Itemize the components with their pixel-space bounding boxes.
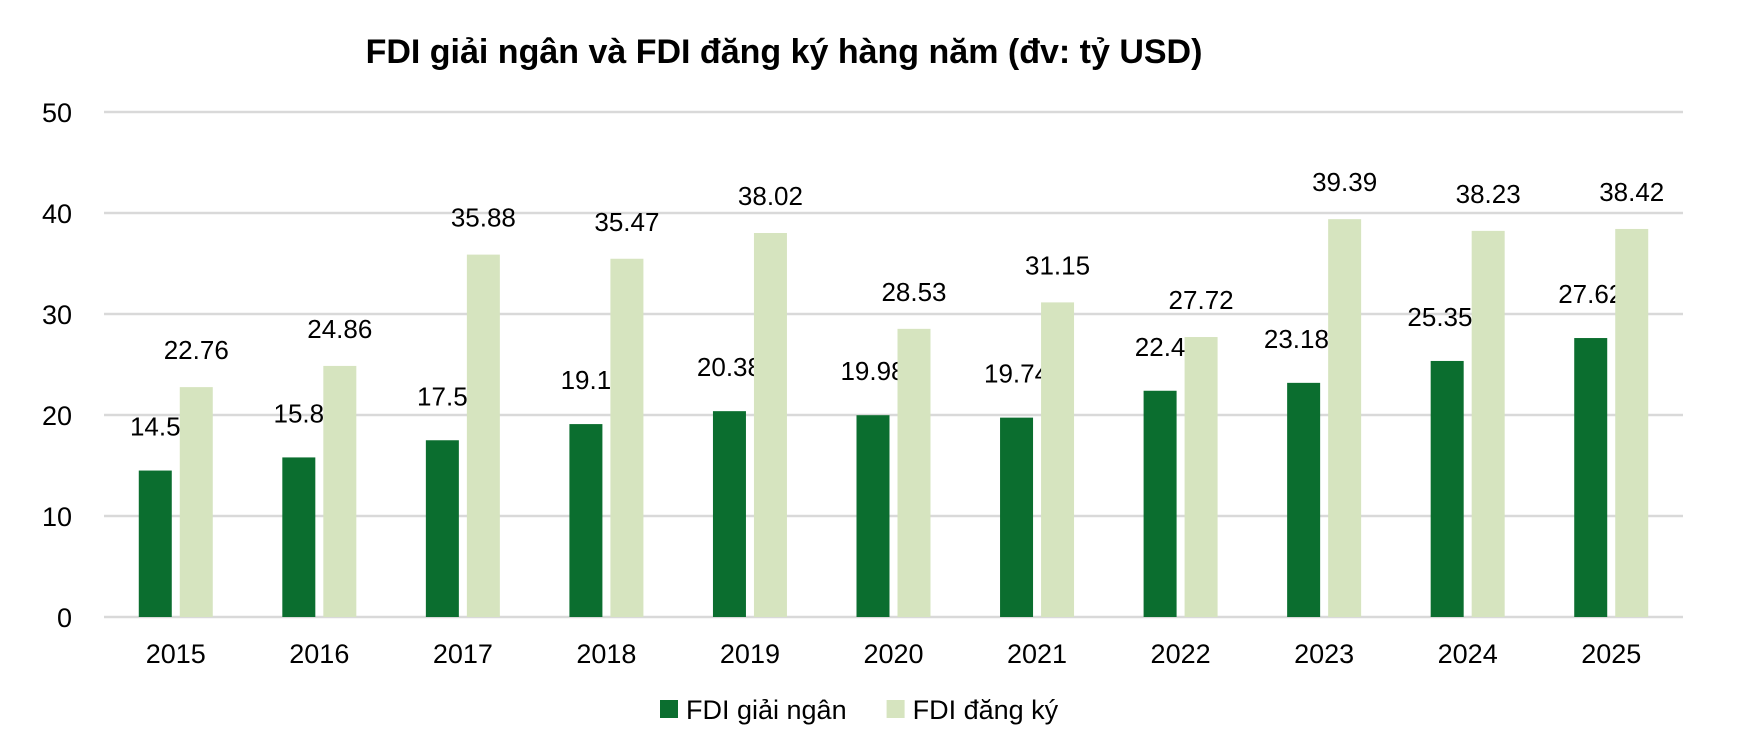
bar-disbursed xyxy=(1574,338,1608,617)
data-label: 27.72 xyxy=(1169,285,1234,315)
data-label: 39.39 xyxy=(1312,167,1377,197)
chart-title: FDI giải ngân và FDI đăng ký hàng năm (đ… xyxy=(366,33,1203,71)
data-label: 38.23 xyxy=(1456,179,1521,209)
y-tick-label: 40 xyxy=(42,199,72,229)
x-tick-label: 2022 xyxy=(1151,639,1211,669)
bar-disbursed xyxy=(1000,417,1034,617)
y-tick-label: 20 xyxy=(42,401,72,431)
data-label: 19.98 xyxy=(840,356,905,386)
data-label: 14.5 xyxy=(130,412,181,442)
legend-swatch xyxy=(886,700,905,718)
x-tick-label: 2020 xyxy=(863,639,923,669)
x-tick-label: 2021 xyxy=(1007,639,1067,669)
bar-registered xyxy=(1471,230,1505,617)
bar-registered xyxy=(1615,228,1649,617)
x-tick-label: 2015 xyxy=(146,639,206,669)
bar-registered xyxy=(1041,302,1075,617)
data-label: 17.5 xyxy=(417,381,468,411)
x-axis: 2015 2016 2017 2018 2019 2020 2021 2022 2023 2024… xyxy=(146,639,1642,669)
bar-registered xyxy=(466,254,500,617)
data-label: 20.38 xyxy=(697,352,762,382)
bar-disbursed xyxy=(569,424,603,617)
bar-registered xyxy=(753,232,787,618)
legend-label: FDI giải ngân xyxy=(686,695,847,725)
bar-disbursed xyxy=(856,415,890,617)
data-label: 31.15 xyxy=(1025,250,1090,280)
data-label: 28.53 xyxy=(881,277,946,307)
data-label: 19.1 xyxy=(561,365,612,395)
x-tick-label: 2024 xyxy=(1438,639,1498,669)
y-tick-label: 0 xyxy=(57,603,72,633)
bar-registered xyxy=(1184,337,1218,617)
data-label: 19.74 xyxy=(984,359,1049,389)
y-tick-label: 50 xyxy=(42,98,72,128)
bar-registered xyxy=(610,258,644,617)
bar-registered xyxy=(323,365,357,617)
data-label: 35.88 xyxy=(451,203,516,233)
data-label: 27.62 xyxy=(1558,279,1623,309)
bar-disbursed xyxy=(712,411,746,617)
x-tick-label: 2023 xyxy=(1294,639,1354,669)
y-tick-label: 10 xyxy=(42,502,72,532)
data-label: 22.4 xyxy=(1135,332,1186,362)
bar-registered xyxy=(1328,219,1362,617)
bar-disbursed xyxy=(1287,382,1321,617)
bar-registered xyxy=(179,387,213,617)
legend: FDI giải ngân FDI đăng ký xyxy=(660,695,1059,725)
bar-disbursed xyxy=(1143,390,1177,617)
y-tick-label: 30 xyxy=(42,300,72,330)
x-tick-label: 2025 xyxy=(1581,639,1641,669)
legend-swatch xyxy=(660,700,678,718)
data-label: 35.47 xyxy=(594,207,659,237)
bar-registered xyxy=(897,328,931,617)
y-axis: 0 10 20 30 40 50 xyxy=(42,98,72,633)
bar-disbursed xyxy=(282,457,316,617)
bars: 14.5 22.76 15.8 24.86 17.5 35.88 19.1 35.47 20.3… xyxy=(130,167,1664,618)
gridlines xyxy=(104,110,1683,619)
x-tick-label: 2016 xyxy=(289,639,349,669)
data-label: 38.02 xyxy=(738,181,803,211)
data-label: 22.76 xyxy=(164,335,229,365)
bar-disbursed xyxy=(425,440,459,617)
x-tick-label: 2017 xyxy=(433,639,493,669)
x-tick-label: 2019 xyxy=(720,639,780,669)
data-label: 15.8 xyxy=(274,398,325,428)
bar-disbursed xyxy=(138,470,172,617)
legend-label: FDI đăng ký xyxy=(913,695,1059,725)
x-tick-label: 2018 xyxy=(576,639,636,669)
bar-disbursed xyxy=(1430,360,1464,617)
data-label: 38.42 xyxy=(1599,177,1664,207)
data-label: 24.86 xyxy=(307,314,372,344)
